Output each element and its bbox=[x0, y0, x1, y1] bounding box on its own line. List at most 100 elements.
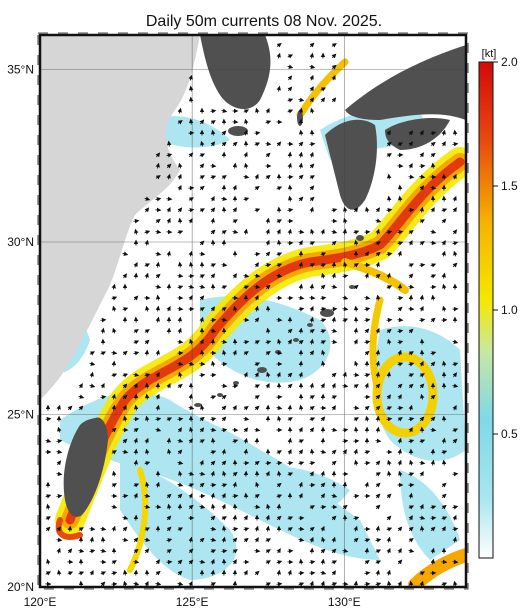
current-arrow bbox=[419, 460, 426, 465]
current-arrow bbox=[155, 261, 161, 268]
current-arrow bbox=[243, 527, 250, 532]
current-arrow bbox=[298, 97, 305, 102]
current-arrow bbox=[331, 382, 336, 389]
current-arrow bbox=[199, 349, 205, 356]
current-arrow bbox=[408, 174, 415, 180]
current-arrow bbox=[210, 328, 217, 333]
current-arrow bbox=[155, 481, 160, 488]
current-arrow bbox=[342, 427, 349, 433]
current-arrow bbox=[276, 186, 283, 191]
current-arrow bbox=[287, 98, 294, 103]
current-arrow bbox=[122, 526, 128, 532]
current-arrow bbox=[210, 470, 215, 477]
current-arrow bbox=[321, 349, 326, 356]
current-arrow bbox=[255, 481, 260, 488]
current-arrow bbox=[166, 206, 171, 213]
current-arrow bbox=[287, 195, 293, 202]
current-arrow bbox=[144, 580, 149, 587]
current-arrow bbox=[243, 416, 250, 421]
current-arrow bbox=[320, 360, 326, 367]
current-arrow bbox=[56, 438, 63, 444]
current-arrow bbox=[408, 163, 413, 169]
current-arrow bbox=[144, 493, 151, 498]
current-arrow bbox=[188, 96, 194, 103]
current-arrow bbox=[309, 196, 315, 202]
current-arrow bbox=[375, 327, 380, 334]
current-arrow bbox=[287, 516, 294, 521]
current-arrow bbox=[419, 305, 424, 312]
current-arrow bbox=[364, 382, 369, 389]
current-arrow bbox=[397, 296, 404, 301]
current-arrow bbox=[397, 383, 403, 389]
current-arrow bbox=[277, 415, 282, 422]
current-arrow bbox=[353, 417, 359, 422]
current-arrow bbox=[221, 108, 228, 113]
current-arrow bbox=[375, 360, 380, 367]
current-arrow bbox=[320, 504, 327, 510]
current-arrow bbox=[133, 382, 138, 389]
current-arrow bbox=[111, 571, 118, 576]
current-arrow bbox=[89, 361, 96, 366]
current-arrow bbox=[441, 516, 448, 521]
current-arrow bbox=[144, 504, 151, 510]
current-arrow bbox=[199, 284, 206, 289]
current-arrow bbox=[441, 504, 447, 510]
current-arrow bbox=[298, 283, 304, 290]
current-arrow bbox=[78, 548, 85, 553]
current-arrow bbox=[419, 129, 424, 136]
current-arrow bbox=[122, 537, 129, 543]
current-arrow bbox=[386, 394, 391, 400]
current-arrow bbox=[397, 362, 404, 367]
current-arrow bbox=[452, 559, 459, 565]
current-arrow bbox=[155, 294, 161, 301]
current-arrow bbox=[155, 273, 161, 279]
current-arrow bbox=[177, 527, 184, 532]
current-arrow bbox=[287, 208, 294, 213]
current-arrow bbox=[255, 107, 260, 114]
current-arrow bbox=[122, 569, 128, 576]
current-arrow bbox=[254, 570, 260, 576]
current-arrow bbox=[452, 173, 457, 180]
current-arrow bbox=[133, 295, 139, 301]
colorbar-tick-label: 2.0 bbox=[501, 55, 518, 69]
current-arrow bbox=[419, 580, 424, 587]
current-arrow bbox=[287, 162, 292, 169]
current-arrow bbox=[452, 339, 459, 344]
current-arrow bbox=[397, 349, 402, 356]
current-arrow bbox=[375, 525, 381, 532]
current-arrow bbox=[177, 273, 184, 279]
current-arrow bbox=[364, 559, 370, 565]
current-arrow bbox=[111, 427, 117, 433]
current-arrow bbox=[100, 548, 107, 553]
current-arrow bbox=[375, 349, 381, 356]
current-arrow bbox=[430, 361, 436, 367]
current-arrow bbox=[243, 273, 250, 279]
current-arrow bbox=[287, 437, 292, 444]
current-arrow bbox=[364, 272, 369, 279]
current-arrow bbox=[430, 185, 437, 190]
current-arrow bbox=[419, 525, 425, 532]
current-arrow bbox=[243, 427, 249, 433]
current-arrow bbox=[408, 526, 414, 532]
current-arrow bbox=[254, 273, 261, 279]
current-arrow bbox=[298, 327, 304, 334]
current-arrow bbox=[254, 284, 261, 290]
current-arrow bbox=[265, 460, 272, 466]
current-arrow bbox=[320, 329, 327, 334]
current-arrow bbox=[342, 295, 349, 300]
current-arrow bbox=[78, 527, 84, 532]
current-arrow bbox=[309, 461, 316, 466]
current-arrow bbox=[397, 448, 402, 455]
current-arrow bbox=[221, 141, 227, 147]
current-arrow bbox=[364, 373, 371, 378]
current-arrow bbox=[276, 450, 282, 455]
current-arrow bbox=[408, 263, 415, 268]
current-arrow bbox=[375, 472, 381, 477]
current-arrow bbox=[133, 483, 140, 488]
current-arrow bbox=[67, 405, 73, 411]
current-arrow bbox=[144, 272, 149, 279]
current-arrow bbox=[287, 109, 294, 114]
current-arrow bbox=[364, 450, 371, 455]
current-arrow bbox=[331, 560, 338, 565]
